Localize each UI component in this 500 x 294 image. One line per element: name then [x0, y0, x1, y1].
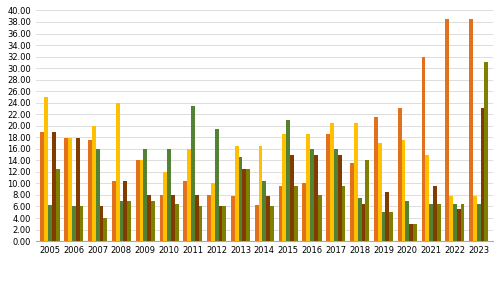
Bar	[187, 149, 191, 241]
Bar	[469, 19, 473, 241]
Bar	[120, 201, 124, 241]
Bar	[406, 201, 409, 241]
Bar	[88, 140, 92, 241]
Bar	[140, 160, 143, 241]
Bar	[76, 138, 80, 241]
Bar	[326, 134, 330, 241]
Bar	[127, 201, 131, 241]
Bar	[413, 224, 417, 241]
Bar	[231, 196, 235, 241]
Bar	[211, 183, 215, 241]
Bar	[40, 131, 44, 241]
Bar	[215, 129, 218, 241]
Bar	[290, 155, 294, 241]
Bar	[338, 155, 342, 241]
Bar	[270, 206, 274, 241]
Bar	[409, 224, 413, 241]
Bar	[477, 204, 480, 241]
Bar	[171, 195, 175, 241]
Bar	[362, 204, 366, 241]
Bar	[56, 169, 60, 241]
Bar	[426, 155, 429, 241]
Bar	[330, 123, 334, 241]
Bar	[422, 56, 426, 241]
Bar	[266, 196, 270, 241]
Bar	[44, 97, 48, 241]
Bar	[389, 212, 393, 241]
Bar	[453, 204, 457, 241]
Bar	[378, 143, 382, 241]
Bar	[258, 146, 262, 241]
Bar	[460, 204, 464, 241]
Bar	[302, 183, 306, 241]
Bar	[242, 169, 246, 241]
Bar	[92, 126, 96, 241]
Bar	[350, 163, 354, 241]
Bar	[310, 149, 314, 241]
Bar	[286, 120, 290, 241]
Bar	[473, 196, 477, 241]
Bar	[96, 149, 100, 241]
Bar	[429, 204, 433, 241]
Bar	[382, 212, 386, 241]
Bar	[374, 117, 378, 241]
Bar	[136, 160, 140, 241]
Bar	[294, 186, 298, 241]
Bar	[104, 218, 107, 241]
Bar	[238, 158, 242, 241]
Bar	[68, 138, 72, 241]
Bar	[184, 181, 187, 241]
Bar	[386, 192, 389, 241]
Bar	[282, 134, 286, 241]
Bar	[433, 186, 437, 241]
Bar	[449, 196, 453, 241]
Bar	[116, 103, 119, 241]
Bar	[218, 206, 222, 241]
Bar	[398, 108, 402, 241]
Bar	[255, 205, 258, 241]
Bar	[366, 160, 369, 241]
Bar	[358, 198, 362, 241]
Bar	[306, 134, 310, 241]
Bar	[52, 131, 56, 241]
Bar	[175, 204, 178, 241]
Bar	[160, 195, 164, 241]
Bar	[437, 204, 440, 241]
Bar	[207, 195, 211, 241]
Bar	[402, 140, 406, 241]
Bar	[446, 19, 449, 241]
Bar	[195, 195, 198, 241]
Bar	[457, 209, 460, 241]
Bar	[48, 205, 52, 241]
Bar	[354, 123, 358, 241]
Bar	[480, 108, 484, 241]
Bar	[151, 201, 155, 241]
Bar	[278, 186, 282, 241]
Bar	[80, 206, 84, 241]
Bar	[334, 149, 338, 241]
Bar	[314, 155, 318, 241]
Bar	[262, 181, 266, 241]
Bar	[147, 195, 151, 241]
Bar	[72, 206, 76, 241]
Bar	[222, 206, 226, 241]
Bar	[342, 186, 345, 241]
Bar	[484, 62, 488, 241]
Bar	[100, 206, 103, 241]
Bar	[235, 146, 238, 241]
Bar	[191, 106, 195, 241]
Bar	[144, 149, 147, 241]
Bar	[164, 172, 167, 241]
Bar	[198, 206, 202, 241]
Bar	[167, 149, 171, 241]
Bar	[318, 195, 322, 241]
Bar	[112, 181, 116, 241]
Bar	[124, 181, 127, 241]
Bar	[64, 138, 68, 241]
Bar	[246, 169, 250, 241]
